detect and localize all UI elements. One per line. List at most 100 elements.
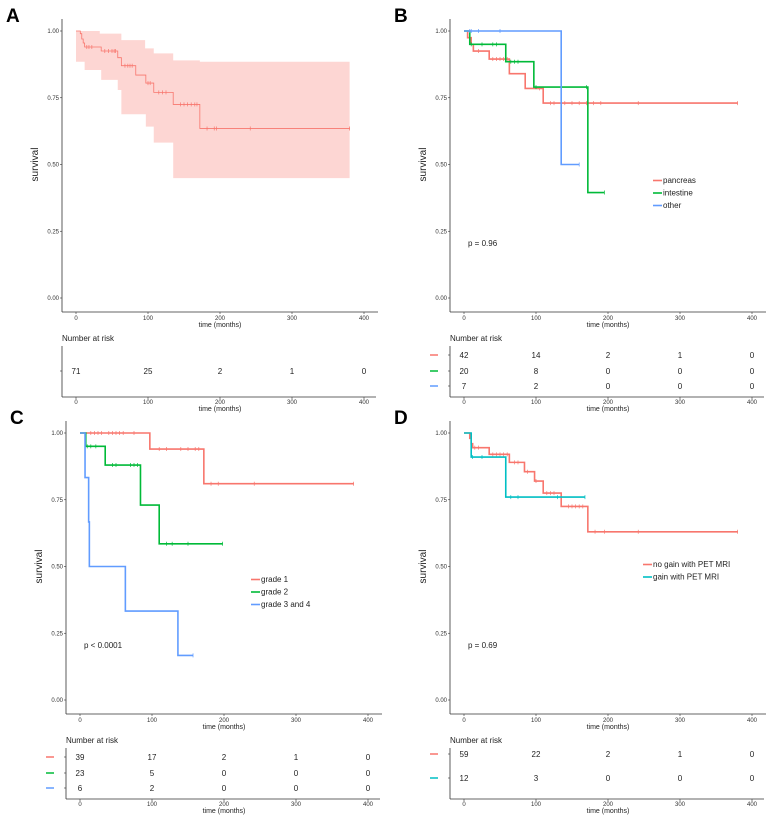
risk-x-tick-label: 100	[143, 400, 154, 406]
legend-entry: gain with PET MRI	[653, 573, 719, 582]
y-tick-label: 0.25	[435, 229, 447, 235]
risk-value: 0	[750, 382, 755, 391]
x-tick-label: 400	[747, 316, 758, 322]
risk-value: 1	[294, 753, 299, 762]
risk-x-tick-label: 400	[359, 400, 370, 406]
y-tick-label: 1.00	[435, 29, 447, 35]
panel-label: D	[394, 408, 408, 429]
y-tick-label: 0.50	[435, 163, 447, 169]
y-tick-label: 1.00	[51, 431, 63, 437]
risk-value: 17	[148, 753, 157, 762]
risk-value: 0	[750, 367, 755, 376]
y-tick-label: 0.75	[435, 96, 447, 102]
legend-entry: other	[663, 201, 682, 210]
risk-x-tick-label: 300	[291, 802, 302, 808]
risk-x-tick-label: 300	[675, 400, 686, 406]
risk-x-axis-label: time (months)	[203, 808, 246, 815]
risk-value: 0	[678, 382, 683, 391]
y-tick-label: 0.00	[435, 296, 447, 302]
x-tick-label: 300	[675, 718, 686, 724]
risk-x-axis-label: time (months)	[587, 808, 630, 815]
risk-value: 6	[78, 784, 83, 793]
risk-value: 2	[606, 351, 611, 360]
risk-value: 14	[532, 351, 541, 360]
legend-entry: grade 3 and 4	[261, 600, 311, 609]
x-tick-label: 100	[531, 316, 542, 322]
risk-value: 42	[460, 351, 469, 360]
x-tick-label: 100	[143, 316, 154, 322]
y-tick-label: 0.00	[435, 698, 447, 704]
risk-value: 0	[678, 367, 683, 376]
survival-curve	[464, 30, 580, 166]
risk-table-title: Number at risk	[450, 736, 503, 745]
risk-x-tick-label: 100	[531, 400, 542, 406]
risk-value: 0	[366, 753, 371, 762]
risk-x-tick-label: 200	[603, 802, 614, 808]
x-tick-label: 200	[603, 718, 614, 724]
panel-label: C	[10, 408, 24, 429]
risk-value: 25	[144, 367, 153, 376]
legend-entry: pancreas	[663, 176, 696, 185]
risk-value: 2	[606, 750, 611, 759]
risk-value: 0	[750, 351, 755, 360]
x-tick-label: 400	[359, 316, 370, 322]
y-axis-label: survival	[418, 148, 429, 182]
risk-value: 0	[362, 367, 367, 376]
y-tick-label: 0.50	[47, 163, 59, 169]
risk-x-axis-label: time (months)	[587, 406, 630, 413]
risk-value: 1	[678, 351, 683, 360]
risk-x-tick-label: 400	[747, 802, 758, 808]
y-tick-label: 0.75	[47, 96, 59, 102]
risk-x-tick-label: 0	[74, 400, 78, 406]
x-tick-label: 300	[287, 316, 298, 322]
y-tick-label: 0.75	[435, 498, 447, 504]
y-tick-label: 0.25	[51, 631, 63, 637]
risk-x-tick-label: 300	[675, 802, 686, 808]
risk-value: 5	[150, 769, 155, 778]
risk-table-title: Number at risk	[66, 736, 119, 745]
survival-curve	[464, 432, 585, 498]
x-tick-label: 0	[74, 316, 78, 322]
risk-value: 8	[534, 367, 539, 376]
risk-value: 0	[750, 750, 755, 759]
panel-label: A	[6, 6, 20, 27]
risk-value: 0	[606, 382, 611, 391]
y-tick-label: 0.00	[51, 698, 63, 704]
risk-value: 0	[366, 784, 371, 793]
x-tick-label: 0	[78, 718, 82, 724]
x-tick-label: 400	[363, 718, 374, 724]
x-tick-label: 300	[675, 316, 686, 322]
legend-entry: no gain with PET MRI	[653, 560, 730, 569]
x-tick-label: 100	[531, 718, 542, 724]
risk-value: 0	[678, 774, 683, 783]
risk-value: 0	[222, 769, 227, 778]
risk-value: 20	[460, 367, 469, 376]
risk-x-tick-label: 400	[747, 400, 758, 406]
y-axis-label: survival	[418, 550, 429, 584]
p-value: p = 0.69	[468, 641, 498, 650]
p-value: p < 0.0001	[84, 641, 123, 650]
risk-value: 22	[532, 750, 541, 759]
y-tick-label: 0.50	[435, 565, 447, 571]
risk-value: 0	[222, 784, 227, 793]
legend-entry: grade 1	[261, 575, 289, 584]
survival-curve	[80, 432, 354, 485]
confidence-band	[76, 31, 350, 179]
risk-value: 1	[290, 367, 295, 376]
legend-entry: intestine	[663, 189, 693, 198]
risk-x-tick-label: 0	[78, 802, 82, 808]
risk-x-tick-label: 200	[603, 400, 614, 406]
risk-x-tick-label: 100	[147, 802, 158, 808]
x-axis-label: time (months)	[203, 724, 246, 731]
x-tick-label: 200	[215, 316, 226, 322]
x-axis-label: time (months)	[587, 322, 630, 329]
x-tick-label: 200	[219, 718, 230, 724]
y-tick-label: 0.75	[51, 498, 63, 504]
survival-curve	[80, 432, 194, 657]
risk-value: 0	[750, 774, 755, 783]
p-value: p = 0.96	[468, 239, 498, 248]
risk-value: 59	[460, 750, 469, 759]
